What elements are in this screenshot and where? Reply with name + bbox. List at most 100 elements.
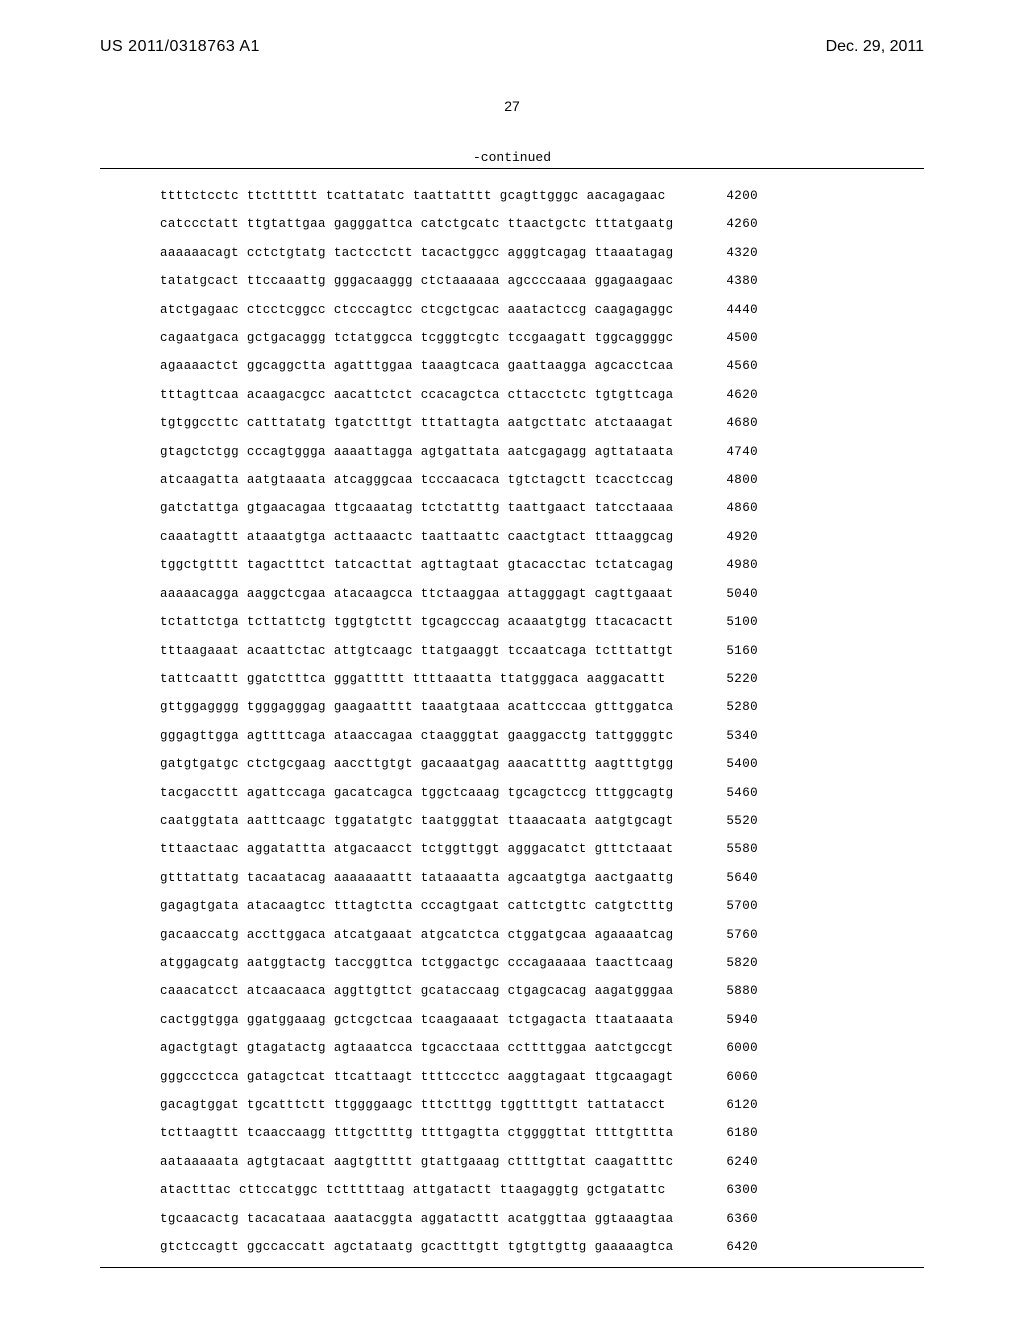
sequence-position: 5640 (708, 864, 758, 892)
sequence-groups: tatatgcact ttccaaattg gggacaaggg ctctaaa… (160, 267, 690, 295)
sequence-groups: caaacatcct atcaacaaca aggttgttct gcatacc… (160, 977, 690, 1005)
sequence-groups: atctgagaac ctcctcggcc ctcccagtcc ctcgctg… (160, 296, 690, 324)
sequence-row: caatggtata aatttcaagc tggatatgtc taatggg… (160, 807, 758, 835)
sequence-position: 6000 (708, 1034, 758, 1062)
sequence-position: 4980 (708, 551, 758, 579)
sequence-groups: atggagcatg aatggtactg taccggttca tctggac… (160, 949, 690, 977)
sequence-row: gttggagggg tgggagggag gaagaatttt taaatgt… (160, 693, 758, 721)
publication-id: US 2011/0318763 A1 (100, 38, 260, 56)
sequence-groups: tcttaagttt tcaaccaagg tttgcttttg ttttgag… (160, 1119, 690, 1147)
sequence-row: aaaaacagga aaggctcgaa atacaagcca ttctaag… (160, 580, 758, 608)
sequence-row: gagagtgata atacaagtcc tttagtctta cccagtg… (160, 892, 758, 920)
sequence-row: tatatgcact ttccaaattg gggacaaggg ctctaaa… (160, 267, 758, 295)
sequence-row: atactttac cttccatggc tctttttaag attgatac… (160, 1176, 758, 1204)
sequence-position: 6240 (708, 1148, 758, 1176)
sequence-row: aaaaaacagt cctctgtatg tactcctctt tacactg… (160, 239, 758, 267)
sequence-groups: gggccctcca gatagctcat ttcattaagt ttttccc… (160, 1063, 690, 1091)
sequence-groups: gagagtgata atacaagtcc tttagtctta cccagtg… (160, 892, 690, 920)
sequence-row: gacaaccatg accttggaca atcatgaaat atgcatc… (160, 921, 758, 949)
sequence-row: gggagttgga agttttcaga ataaccagaa ctaaggg… (160, 722, 758, 750)
sequence-row: caaacatcct atcaacaaca aggttgttct gcatacc… (160, 977, 758, 1005)
sequence-row: tacgaccttt agattccaga gacatcagca tggctca… (160, 779, 758, 807)
sequence-groups: atactttac cttccatggc tctttttaag attgatac… (160, 1176, 690, 1204)
sequence-groups: tttagttcaa acaagacgcc aacattctct ccacagc… (160, 381, 690, 409)
sequence-position: 6180 (708, 1119, 758, 1147)
sequence-groups: gtttattatg tacaatacag aaaaaaattt tataaaa… (160, 864, 690, 892)
sequence-row: tggctgtttt tagactttct tatcacttat agttagt… (160, 551, 758, 579)
sequence-position: 5280 (708, 693, 758, 721)
sequence-groups: tttaagaaat acaattctac attgtcaagc ttatgaa… (160, 637, 690, 665)
sequence-row: agactgtagt gtagatactg agtaaatcca tgcacct… (160, 1034, 758, 1062)
sequence-groups: tctattctga tcttattctg tggtgtcttt tgcagcc… (160, 608, 690, 636)
sequence-groups: cagaatgaca gctgacaggg tctatggcca tcgggtc… (160, 324, 690, 352)
sequence-position: 4260 (708, 210, 758, 238)
sequence-position: 5400 (708, 750, 758, 778)
sequence-row: catccctatt ttgtattgaa gagggattca catctgc… (160, 210, 758, 238)
sequence-groups: gatctattga gtgaacagaa ttgcaaatag tctctat… (160, 494, 690, 522)
sequence-position: 5160 (708, 637, 758, 665)
sequence-position: 5040 (708, 580, 758, 608)
sequence-row: tttaagaaat acaattctac attgtcaagc ttatgaa… (160, 637, 758, 665)
sequence-row: gggccctcca gatagctcat ttcattaagt ttttccc… (160, 1063, 758, 1091)
sequence-listing: ttttctcctc ttctttttt tcattatatc taattatt… (160, 182, 758, 1261)
sequence-row: cactggtgga ggatggaaag gctcgctcaa tcaagaa… (160, 1006, 758, 1034)
sequence-position: 5580 (708, 835, 758, 863)
sequence-row: ttttctcctc ttctttttt tcattatatc taattatt… (160, 182, 758, 210)
sequence-groups: aaaaaacagt cctctgtatg tactcctctt tacactg… (160, 239, 690, 267)
sequence-row: tgtggccttc catttatatg tgatctttgt tttatta… (160, 409, 758, 437)
sequence-groups: atcaagatta aatgtaaata atcagggcaa tcccaac… (160, 466, 690, 494)
sequence-groups: tgcaacactg tacacataaa aaatacggta aggatac… (160, 1205, 690, 1233)
sequence-position: 5760 (708, 921, 758, 949)
sequence-row: gacagtggat tgcatttctt ttggggaagc tttcttt… (160, 1091, 758, 1119)
sequence-position: 4560 (708, 352, 758, 380)
sequence-row: tattcaattt ggatctttca gggattttt ttttaaat… (160, 665, 758, 693)
sequence-groups: tggctgtttt tagactttct tatcacttat agttagt… (160, 551, 690, 579)
sequence-groups: tacgaccttt agattccaga gacatcagca tggctca… (160, 779, 690, 807)
continued-label: -continued (0, 150, 1024, 165)
sequence-position: 6420 (708, 1233, 758, 1261)
sequence-position: 5340 (708, 722, 758, 750)
sequence-groups: gtctccagtt ggccaccatt agctataatg gcacttt… (160, 1233, 690, 1261)
sequence-position: 5700 (708, 892, 758, 920)
sequence-row: agaaaactct ggcaggctta agatttggaa taaagtc… (160, 352, 758, 380)
sequence-row: gtctccagtt ggccaccatt agctataatg gcacttt… (160, 1233, 758, 1261)
sequence-row: tgcaacactg tacacataaa aaatacggta aggatac… (160, 1205, 758, 1233)
sequence-groups: gacaaccatg accttggaca atcatgaaat atgcatc… (160, 921, 690, 949)
sequence-row: atggagcatg aatggtactg taccggttca tctggac… (160, 949, 758, 977)
sequence-groups: aaaaacagga aaggctcgaa atacaagcca ttctaag… (160, 580, 690, 608)
sequence-position: 4620 (708, 381, 758, 409)
sequence-groups: ttttctcctc ttctttttt tcattatatc taattatt… (160, 182, 690, 210)
page-header: US 2011/0318763 A1 Dec. 29, 2011 (0, 38, 1024, 58)
sequence-position: 4200 (708, 182, 758, 210)
sequence-position: 4500 (708, 324, 758, 352)
sequence-position: 4320 (708, 239, 758, 267)
sequence-position: 4680 (708, 409, 758, 437)
sequence-row: atctgagaac ctcctcggcc ctcccagtcc ctcgctg… (160, 296, 758, 324)
sequence-position: 5940 (708, 1006, 758, 1034)
sequence-groups: cactggtgga ggatggaaag gctcgctcaa tcaagaa… (160, 1006, 690, 1034)
sequence-row: cagaatgaca gctgacaggg tctatggcca tcgggtc… (160, 324, 758, 352)
sequence-groups: tattcaattt ggatctttca gggattttt ttttaaat… (160, 665, 690, 693)
sequence-groups: gggagttgga agttttcaga ataaccagaa ctaaggg… (160, 722, 690, 750)
sequence-groups: agactgtagt gtagatactg agtaaatcca tgcacct… (160, 1034, 690, 1062)
sequence-row: atcaagatta aatgtaaata atcagggcaa tcccaac… (160, 466, 758, 494)
sequence-position: 4740 (708, 438, 758, 466)
sequence-row: tcttaagttt tcaaccaagg tttgcttttg ttttgag… (160, 1119, 758, 1147)
sequence-row: tctattctga tcttattctg tggtgtcttt tgcagcc… (160, 608, 758, 636)
sequence-groups: gacagtggat tgcatttctt ttggggaagc tttcttt… (160, 1091, 690, 1119)
sequence-position: 4800 (708, 466, 758, 494)
sequence-row: caaatagttt ataaatgtga acttaaactc taattaa… (160, 523, 758, 551)
sequence-row: gtttattatg tacaatacag aaaaaaattt tataaaa… (160, 864, 758, 892)
sequence-groups: catccctatt ttgtattgaa gagggattca catctgc… (160, 210, 690, 238)
sequence-groups: caaatagttt ataaatgtga acttaaactc taattaa… (160, 523, 690, 551)
sequence-position: 6120 (708, 1091, 758, 1119)
sequence-position: 5880 (708, 977, 758, 1005)
sequence-groups: tttaactaac aggatattta atgacaacct tctggtt… (160, 835, 690, 863)
sequence-groups: aataaaaata agtgtacaat aagtgttttt gtattga… (160, 1148, 690, 1176)
sequence-groups: caatggtata aatttcaagc tggatatgtc taatggg… (160, 807, 690, 835)
sequence-position: 5100 (708, 608, 758, 636)
sequence-position: 4440 (708, 296, 758, 324)
sequence-row: aataaaaata agtgtacaat aagtgttttt gtattga… (160, 1148, 758, 1176)
sequence-position: 5460 (708, 779, 758, 807)
sequence-position: 4920 (708, 523, 758, 551)
